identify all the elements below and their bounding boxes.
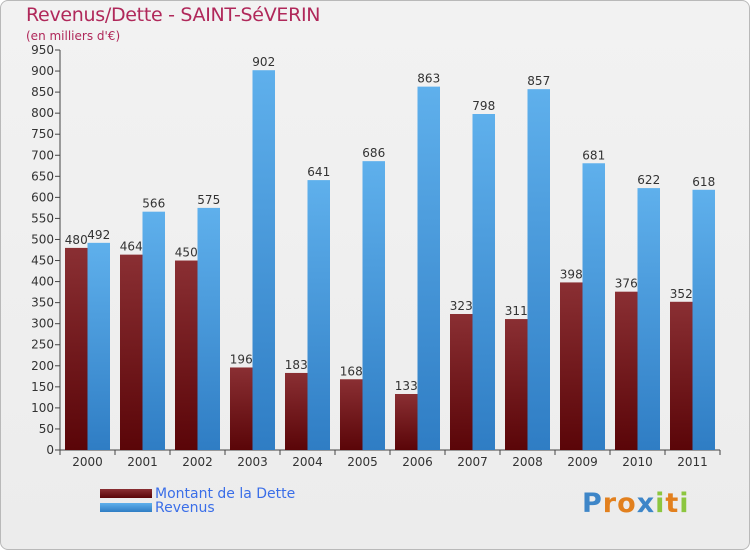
data-label: 686	[362, 146, 385, 160]
legend-label-revenus: Revenus	[155, 500, 215, 516]
bar-revenus	[252, 70, 275, 451]
y-tick-label: 650	[31, 169, 54, 183]
y-tick-label: 350	[31, 296, 54, 310]
bars	[65, 70, 715, 451]
bar-dette	[340, 379, 363, 450]
data-label: 323	[450, 299, 473, 313]
x-tick-label: 2004	[292, 455, 323, 469]
data-label: 857	[527, 74, 550, 88]
x-tick-label: 2002	[182, 455, 213, 469]
data-labels: 480 492 464 566 450 575 196 902 183 641 168 686 133 8…	[65, 55, 715, 393]
bar-revenus	[637, 188, 660, 450]
data-label: 133	[395, 379, 418, 393]
data-label: 566	[142, 197, 165, 211]
y-tick-label: 450	[31, 254, 54, 268]
data-label: 641	[307, 165, 330, 179]
data-label: 492	[87, 228, 110, 242]
data-label: 168	[340, 364, 363, 378]
data-label: 575	[197, 193, 220, 207]
bar-dette	[285, 372, 308, 450]
x-tick-label: 2001	[127, 455, 158, 469]
data-label: 618	[692, 175, 715, 189]
y-tick-label: 750	[31, 127, 54, 141]
x-tick-label: 2011	[677, 455, 708, 469]
y-tick-label: 300	[31, 317, 54, 331]
chart-title: Revenus/Dette - SAINT-SéVERIN	[26, 4, 321, 26]
y-tick-label: 550	[31, 211, 54, 225]
bar-revenus	[362, 161, 385, 450]
data-label: 480	[65, 233, 88, 247]
data-label: 311	[505, 304, 528, 318]
bar-dette	[560, 282, 583, 450]
legend-swatch-debt	[100, 489, 152, 498]
y-tick-label: 250	[31, 338, 54, 352]
y-tick-label: 800	[31, 106, 54, 120]
logo-letter: r	[602, 488, 618, 519]
y-tick-label: 850	[31, 85, 54, 99]
y-axis: 0 50 100 150 200 250 300 350 400 450 500 550 600 650 7…	[31, 43, 61, 457]
logo-letter: t	[665, 488, 680, 519]
data-label: 622	[637, 173, 660, 187]
y-tick-label: 900	[31, 64, 54, 78]
data-label: 464	[120, 240, 143, 254]
data-label: 902	[252, 55, 275, 69]
y-tick-label: 400	[31, 275, 54, 289]
data-label: 681	[582, 148, 605, 162]
x-tick-label: 2005	[347, 455, 378, 469]
y-tick-label: 200	[31, 359, 54, 373]
logo-letter: i	[679, 488, 690, 519]
bar-dette	[65, 247, 88, 450]
bar-dette	[505, 319, 528, 450]
bar-dette	[450, 314, 473, 450]
x-tick-label: 2007	[457, 455, 488, 469]
x-tick-label: 2006	[402, 455, 433, 469]
logo-letter: x	[636, 488, 656, 519]
y-tick-label: 50	[39, 422, 54, 436]
bar-dette	[395, 394, 418, 450]
logo-letter: i	[655, 488, 666, 519]
data-label: 798	[472, 99, 495, 113]
data-label: 183	[285, 358, 308, 372]
y-tick-label: 150	[31, 380, 54, 394]
data-label: 376	[615, 277, 638, 291]
data-label: 863	[417, 72, 440, 86]
data-label: 352	[670, 287, 693, 301]
y-tick-label: 600	[31, 190, 54, 204]
bar-revenus	[87, 242, 110, 450]
legend-label-debt: Montant de la Dette	[155, 486, 296, 502]
bar-revenus	[197, 207, 220, 450]
bar-revenus	[142, 211, 165, 450]
bar-dette	[175, 260, 198, 450]
chart-subtitle: (en milliers d'€)	[26, 29, 121, 43]
data-label: 196	[230, 352, 253, 366]
y-tick-label: 700	[31, 148, 54, 162]
bar-revenus	[692, 189, 715, 450]
x-tick-label: 2009	[567, 455, 598, 469]
x-tick-label: 2008	[512, 455, 543, 469]
x-axis: 2000 2001 2002 2003 2004 2005 2006 2007 2008 2009…	[59, 449, 721, 469]
bar-dette	[120, 254, 143, 450]
data-label: 450	[175, 246, 198, 260]
bar-revenus	[527, 89, 550, 450]
legend-swatch-revenus	[100, 503, 152, 512]
x-tick-label: 2003	[237, 455, 268, 469]
logo-letter: o	[617, 488, 637, 519]
bar-revenus	[472, 114, 495, 450]
bar-dette	[615, 291, 638, 450]
bar-revenus	[307, 180, 330, 450]
bar-dette	[230, 367, 253, 450]
bar-revenus	[582, 163, 605, 450]
bar-dette	[670, 301, 693, 450]
proxiti-logo: Proxiti	[582, 488, 690, 519]
y-tick-label: 100	[31, 401, 54, 415]
y-tick-label: 950	[31, 43, 54, 57]
data-label: 398	[560, 267, 583, 281]
y-tick-label: 0	[46, 443, 54, 457]
x-tick-label: 2010	[622, 455, 653, 469]
x-tick-label: 2000	[72, 455, 103, 469]
logo-letter: P	[582, 488, 603, 519]
bar-revenus	[417, 86, 440, 450]
y-tick-label: 500	[31, 232, 54, 246]
